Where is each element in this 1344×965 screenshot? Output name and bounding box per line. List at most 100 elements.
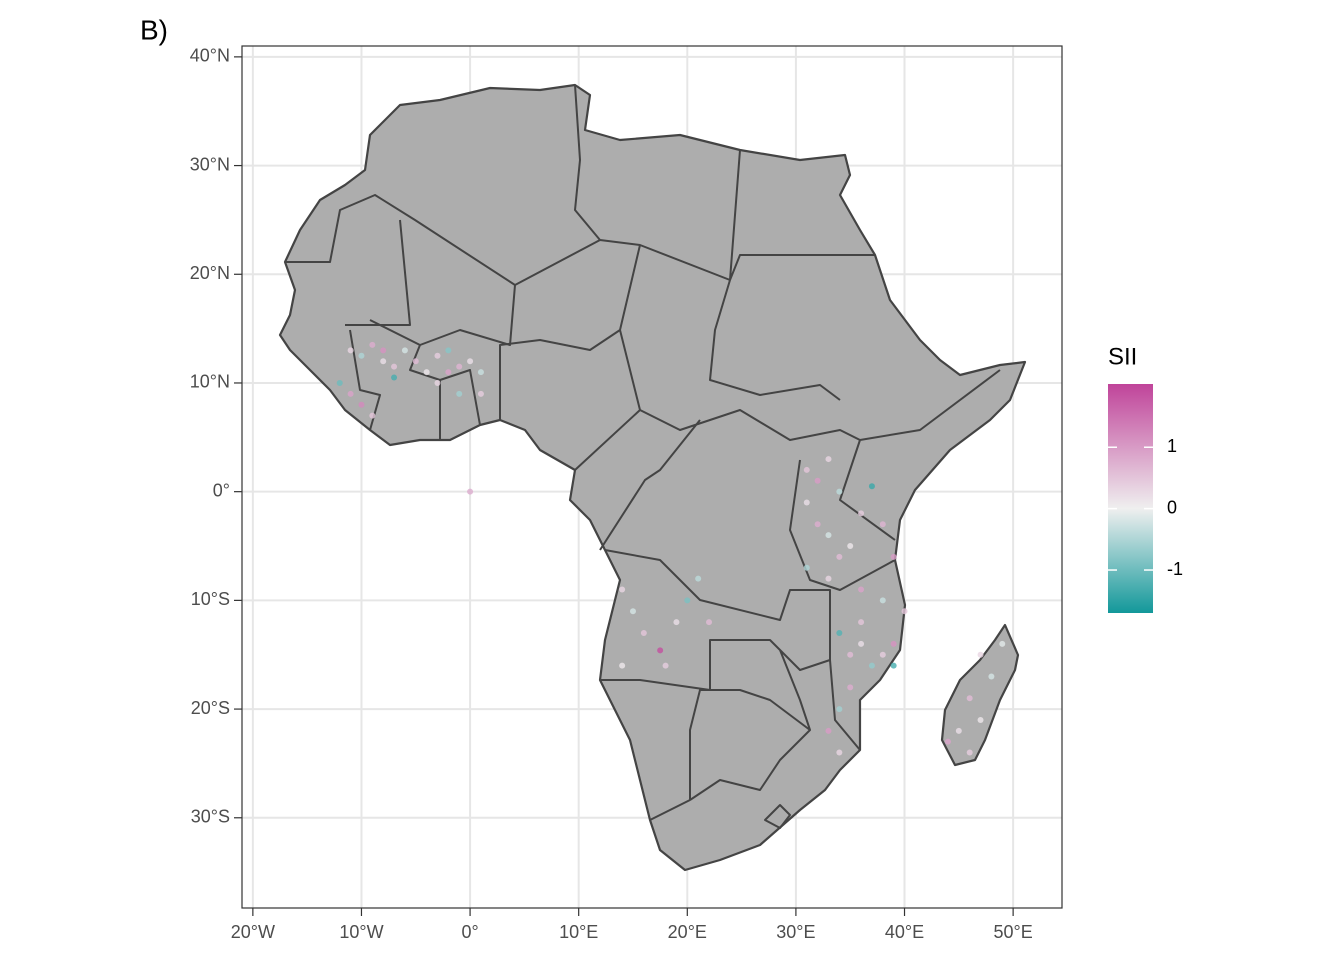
panel-border [241,45,1063,909]
point [858,640,865,647]
point [814,521,821,528]
point [836,706,843,713]
x-tick-label: 10°E [559,922,598,942]
point [445,347,452,354]
point [347,390,354,397]
point [706,619,713,626]
point [847,543,854,550]
point [890,553,897,560]
point [629,608,636,615]
point [477,390,484,397]
point [814,477,821,484]
x-tick-label: 20°E [668,922,707,942]
point [657,647,664,654]
point [966,695,973,702]
y-tick-label: 30°S [191,807,230,827]
point [391,363,398,370]
point [879,651,886,658]
lesotho [764,804,791,829]
point [477,369,484,376]
y-tick-label: 0° [213,480,230,500]
point [358,352,365,359]
point [836,629,843,636]
point [619,662,626,669]
point [803,499,810,506]
point [825,456,832,463]
x-tick-label: 50°E [994,922,1033,942]
point [662,662,669,669]
point [456,390,463,397]
point [380,358,387,365]
x-tick-label: 40°E [885,922,924,942]
point [803,564,810,571]
point [684,597,691,604]
point [391,374,398,381]
point [445,369,452,376]
point [944,738,951,745]
y-tick-label: 10°S [191,589,230,609]
point [434,352,441,359]
x-tick-label: 10°W [339,922,383,942]
point [467,358,474,365]
point [401,347,408,354]
point [640,629,647,636]
point [890,640,897,647]
point [358,401,365,408]
y-tick-label: 40°N [190,46,230,66]
colorbar [1108,384,1153,613]
x-tick-label: 30°E [776,922,815,942]
y-tick-label: 20°N [190,263,230,283]
legend-title: SII [1108,343,1137,370]
point [868,483,875,490]
point [347,347,354,354]
point [619,586,626,593]
point [803,466,810,473]
point [966,749,973,756]
point [456,363,463,370]
point [423,369,430,376]
point [977,651,984,658]
point [879,597,886,604]
point [999,640,1006,647]
point [369,412,376,419]
point [868,662,875,669]
x-tick-label: 20°W [231,922,275,942]
point [977,716,984,723]
point [901,608,908,615]
point [836,749,843,756]
point [825,575,832,582]
colorbar-label: 0 [1167,497,1177,517]
point [695,575,702,582]
point [836,553,843,560]
point [380,347,387,354]
point [847,684,854,691]
point [825,727,832,734]
point [434,379,441,386]
point [858,586,865,593]
point [890,662,897,669]
colorbar-label: -1 [1167,559,1183,579]
panel-label: B) [140,14,168,45]
point [369,341,376,348]
point [336,379,343,386]
y-tick-label: 10°N [190,372,230,392]
colorbar-label: 1 [1167,436,1177,456]
point [879,521,886,528]
points [336,341,1006,756]
point [467,488,474,495]
point [673,619,680,626]
point [988,673,995,680]
point [836,488,843,495]
borders [285,84,1001,821]
x-tick-label: 0° [461,922,478,942]
point [825,532,832,539]
y-tick-label: 30°N [190,154,230,174]
africa [278,83,1027,872]
point [858,619,865,626]
point [412,358,419,365]
y-tick-label: 20°S [191,698,230,718]
point [858,510,865,517]
point [955,727,962,734]
point [847,651,854,658]
